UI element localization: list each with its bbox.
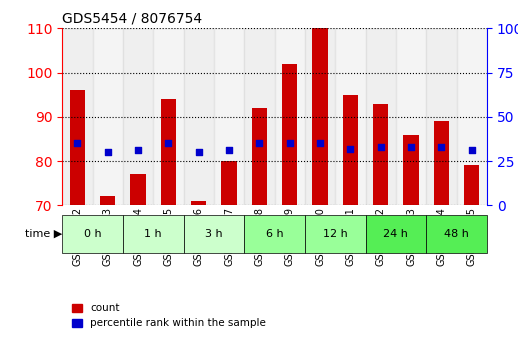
- Text: time ▶: time ▶: [25, 229, 62, 239]
- FancyBboxPatch shape: [123, 215, 183, 253]
- Point: [164, 141, 172, 146]
- Bar: [434, 121, 449, 205]
- Bar: [456, 28, 487, 205]
- Text: 24 h: 24 h: [383, 229, 408, 239]
- Bar: [464, 165, 479, 205]
- Bar: [191, 201, 206, 205]
- Point: [316, 141, 324, 146]
- Bar: [366, 28, 396, 205]
- Bar: [214, 28, 244, 205]
- Text: 48 h: 48 h: [444, 229, 469, 239]
- Bar: [404, 135, 419, 205]
- Text: 3 h: 3 h: [205, 229, 223, 239]
- FancyBboxPatch shape: [183, 215, 244, 253]
- Bar: [62, 28, 93, 205]
- Bar: [123, 28, 153, 205]
- Point: [73, 141, 81, 146]
- Bar: [183, 28, 214, 205]
- Text: 1 h: 1 h: [145, 229, 162, 239]
- Point: [346, 146, 354, 152]
- Bar: [312, 28, 327, 205]
- Point: [225, 148, 233, 153]
- FancyBboxPatch shape: [244, 215, 305, 253]
- Bar: [131, 174, 146, 205]
- Bar: [275, 28, 305, 205]
- Point: [437, 144, 445, 150]
- FancyBboxPatch shape: [366, 215, 426, 253]
- Bar: [244, 28, 275, 205]
- Bar: [100, 196, 115, 205]
- Text: 12 h: 12 h: [323, 229, 348, 239]
- Bar: [335, 28, 366, 205]
- Point: [407, 144, 415, 150]
- Bar: [93, 28, 123, 205]
- Text: GDS5454 / 8076754: GDS5454 / 8076754: [62, 12, 203, 26]
- Point: [468, 148, 476, 153]
- FancyBboxPatch shape: [305, 215, 366, 253]
- Point: [377, 144, 385, 150]
- Bar: [161, 99, 176, 205]
- Legend: count, percentile rank within the sample: count, percentile rank within the sample: [67, 299, 270, 332]
- Text: 6 h: 6 h: [266, 229, 283, 239]
- Text: 0 h: 0 h: [84, 229, 102, 239]
- Point: [104, 149, 112, 155]
- Bar: [396, 28, 426, 205]
- Bar: [373, 103, 388, 205]
- Point: [134, 148, 142, 153]
- Bar: [305, 28, 335, 205]
- Bar: [153, 28, 183, 205]
- FancyBboxPatch shape: [62, 215, 123, 253]
- Point: [255, 141, 264, 146]
- Point: [285, 141, 294, 146]
- Bar: [252, 108, 267, 205]
- Bar: [343, 95, 358, 205]
- Bar: [70, 90, 85, 205]
- Bar: [222, 161, 237, 205]
- Bar: [282, 64, 297, 205]
- Point: [195, 149, 203, 155]
- FancyBboxPatch shape: [426, 215, 487, 253]
- Bar: [426, 28, 456, 205]
